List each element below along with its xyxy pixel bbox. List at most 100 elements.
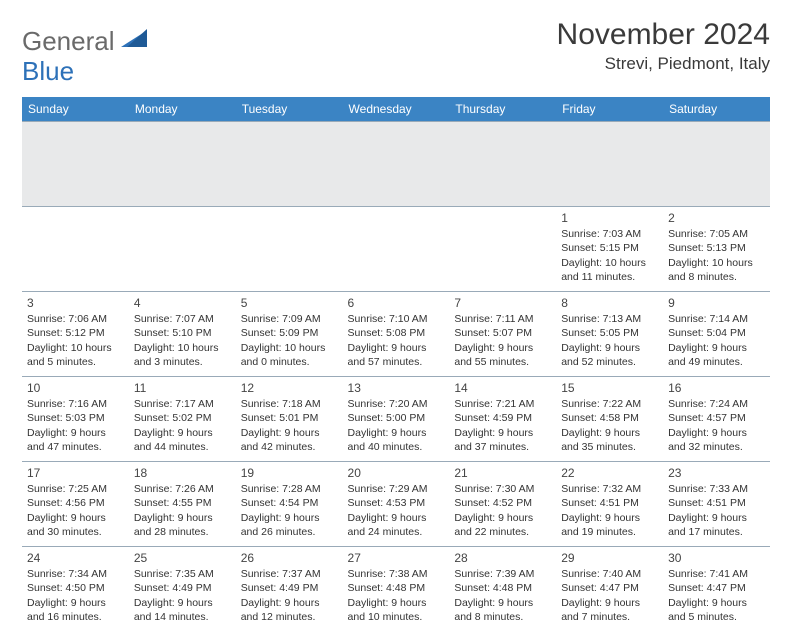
sunrise-line: Sunrise: 7:11 AM xyxy=(454,312,551,326)
calendar-cell: 8Sunrise: 7:13 AMSunset: 5:05 PMDaylight… xyxy=(556,292,663,377)
day-number: 28 xyxy=(454,550,551,566)
logo-icon xyxy=(121,29,147,54)
sunset-line: Sunset: 4:53 PM xyxy=(348,496,445,510)
day-header: Thursday xyxy=(449,97,556,122)
calendar-cell: 30Sunrise: 7:41 AMSunset: 4:47 PMDayligh… xyxy=(663,547,770,632)
sunset-line: Sunset: 5:07 PM xyxy=(454,326,551,340)
sunrise-line: Sunrise: 7:10 AM xyxy=(348,312,445,326)
logo-word2: Blue xyxy=(22,56,74,87)
calendar-cell: 29Sunrise: 7:40 AMSunset: 4:47 PMDayligh… xyxy=(556,547,663,632)
calendar-cell: 16Sunrise: 7:24 AMSunset: 4:57 PMDayligh… xyxy=(663,377,770,462)
calendar-cell: 3Sunrise: 7:06 AMSunset: 5:12 PMDaylight… xyxy=(22,292,129,377)
sunset-line: Sunset: 4:59 PM xyxy=(454,411,551,425)
logo-word1: General xyxy=(22,26,115,57)
calendar-header: SundayMondayTuesdayWednesdayThursdayFrid… xyxy=(22,97,770,122)
sunrise-line: Sunrise: 7:14 AM xyxy=(668,312,765,326)
sunrise-line: Sunrise: 7:16 AM xyxy=(27,397,124,411)
sunrise-line: Sunrise: 7:25 AM xyxy=(27,482,124,496)
calendar-cell: 21Sunrise: 7:30 AMSunset: 4:52 PMDayligh… xyxy=(449,462,556,547)
daylight-line: Daylight: 9 hours and 28 minutes. xyxy=(134,511,231,539)
day-number: 30 xyxy=(668,550,765,566)
day-number: 12 xyxy=(241,380,338,396)
day-number: 11 xyxy=(134,380,231,396)
day-header: Sunday xyxy=(22,97,129,122)
sunset-line: Sunset: 4:56 PM xyxy=(27,496,124,510)
sunset-line: Sunset: 4:49 PM xyxy=(134,581,231,595)
sunrise-line: Sunrise: 7:32 AM xyxy=(561,482,658,496)
sunset-line: Sunset: 4:50 PM xyxy=(27,581,124,595)
calendar-cell: 26Sunrise: 7:37 AMSunset: 4:49 PMDayligh… xyxy=(236,547,343,632)
day-header: Wednesday xyxy=(343,97,450,122)
day-number: 23 xyxy=(668,465,765,481)
day-number: 18 xyxy=(134,465,231,481)
sunrise-line: Sunrise: 7:41 AM xyxy=(668,567,765,581)
day-number: 1 xyxy=(561,210,658,226)
day-header: Monday xyxy=(129,97,236,122)
sunset-line: Sunset: 4:48 PM xyxy=(348,581,445,595)
daylight-line: Daylight: 9 hours and 7 minutes. xyxy=(561,596,658,624)
day-number: 17 xyxy=(27,465,124,481)
sunset-line: Sunset: 4:52 PM xyxy=(454,496,551,510)
daylight-line: Daylight: 9 hours and 37 minutes. xyxy=(454,426,551,454)
sunrise-line: Sunrise: 7:13 AM xyxy=(561,312,658,326)
sunset-line: Sunset: 5:12 PM xyxy=(27,326,124,340)
day-number: 6 xyxy=(348,295,445,311)
sunset-line: Sunset: 5:05 PM xyxy=(561,326,658,340)
calendar-week: 3Sunrise: 7:06 AMSunset: 5:12 PMDaylight… xyxy=(22,292,770,377)
daylight-line: Daylight: 10 hours and 3 minutes. xyxy=(134,341,231,369)
sunrise-line: Sunrise: 7:09 AM xyxy=(241,312,338,326)
sunrise-line: Sunrise: 7:28 AM xyxy=(241,482,338,496)
calendar-week: 1Sunrise: 7:03 AMSunset: 5:15 PMDaylight… xyxy=(22,207,770,292)
sunset-line: Sunset: 5:08 PM xyxy=(348,326,445,340)
sunset-line: Sunset: 4:51 PM xyxy=(561,496,658,510)
day-number: 22 xyxy=(561,465,658,481)
calendar-cell: 18Sunrise: 7:26 AMSunset: 4:55 PMDayligh… xyxy=(129,462,236,547)
calendar-cell: 4Sunrise: 7:07 AMSunset: 5:10 PMDaylight… xyxy=(129,292,236,377)
calendar-cell: 12Sunrise: 7:18 AMSunset: 5:01 PMDayligh… xyxy=(236,377,343,462)
calendar-cell: 9Sunrise: 7:14 AMSunset: 5:04 PMDaylight… xyxy=(663,292,770,377)
day-number: 27 xyxy=(348,550,445,566)
day-number: 24 xyxy=(27,550,124,566)
sunset-line: Sunset: 4:47 PM xyxy=(561,581,658,595)
sunrise-line: Sunrise: 7:26 AM xyxy=(134,482,231,496)
day-number: 25 xyxy=(134,550,231,566)
daylight-line: Daylight: 9 hours and 16 minutes. xyxy=(27,596,124,624)
calendar-cell: 23Sunrise: 7:33 AMSunset: 4:51 PMDayligh… xyxy=(663,462,770,547)
sunrise-line: Sunrise: 7:22 AM xyxy=(561,397,658,411)
daylight-line: Daylight: 9 hours and 32 minutes. xyxy=(668,426,765,454)
calendar-week: 10Sunrise: 7:16 AMSunset: 5:03 PMDayligh… xyxy=(22,377,770,462)
calendar-cell: 20Sunrise: 7:29 AMSunset: 4:53 PMDayligh… xyxy=(343,462,450,547)
day-number: 19 xyxy=(241,465,338,481)
sunrise-line: Sunrise: 7:30 AM xyxy=(454,482,551,496)
sunrise-line: Sunrise: 7:05 AM xyxy=(668,227,765,241)
day-number: 29 xyxy=(561,550,658,566)
day-header: Tuesday xyxy=(236,97,343,122)
daylight-line: Daylight: 10 hours and 11 minutes. xyxy=(561,256,658,284)
calendar-cell: 24Sunrise: 7:34 AMSunset: 4:50 PMDayligh… xyxy=(22,547,129,632)
daylight-line: Daylight: 9 hours and 17 minutes. xyxy=(668,511,765,539)
sunset-line: Sunset: 4:57 PM xyxy=(668,411,765,425)
daylight-line: Daylight: 9 hours and 35 minutes. xyxy=(561,426,658,454)
calendar-body: 1Sunrise: 7:03 AMSunset: 5:15 PMDaylight… xyxy=(22,122,770,632)
daylight-line: Daylight: 10 hours and 8 minutes. xyxy=(668,256,765,284)
calendar-cell: 11Sunrise: 7:17 AMSunset: 5:02 PMDayligh… xyxy=(129,377,236,462)
sunrise-line: Sunrise: 7:06 AM xyxy=(27,312,124,326)
daylight-line: Daylight: 9 hours and 52 minutes. xyxy=(561,341,658,369)
calendar-cell: 22Sunrise: 7:32 AMSunset: 4:51 PMDayligh… xyxy=(556,462,663,547)
daylight-line: Daylight: 9 hours and 24 minutes. xyxy=(348,511,445,539)
calendar-cell: 6Sunrise: 7:10 AMSunset: 5:08 PMDaylight… xyxy=(343,292,450,377)
sunrise-line: Sunrise: 7:07 AM xyxy=(134,312,231,326)
calendar-cell: 7Sunrise: 7:11 AMSunset: 5:07 PMDaylight… xyxy=(449,292,556,377)
sunset-line: Sunset: 4:55 PM xyxy=(134,496,231,510)
sunset-line: Sunset: 5:04 PM xyxy=(668,326,765,340)
day-number: 5 xyxy=(241,295,338,311)
sunrise-line: Sunrise: 7:35 AM xyxy=(134,567,231,581)
daylight-line: Daylight: 9 hours and 44 minutes. xyxy=(134,426,231,454)
daylight-line: Daylight: 9 hours and 22 minutes. xyxy=(454,511,551,539)
sunset-line: Sunset: 5:15 PM xyxy=(561,241,658,255)
calendar-cell xyxy=(449,207,556,292)
day-header: Friday xyxy=(556,97,663,122)
sunset-line: Sunset: 5:13 PM xyxy=(668,241,765,255)
day-number: 2 xyxy=(668,210,765,226)
calendar-cell: 10Sunrise: 7:16 AMSunset: 5:03 PMDayligh… xyxy=(22,377,129,462)
